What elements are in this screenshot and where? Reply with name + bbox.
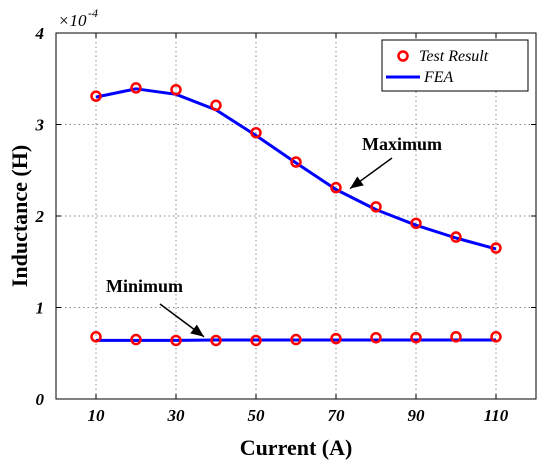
test-result-point [130, 333, 142, 346]
test-result-point [450, 231, 462, 243]
legend-label-test: Test Result [419, 48, 489, 65]
test-result-point [90, 90, 102, 102]
y-multiplier: ×10 [58, 11, 87, 30]
test-result-point [210, 99, 222, 112]
test-result-point [410, 331, 422, 344]
y-exponent: -4 [88, 6, 98, 20]
x-tick-label: 30 [167, 406, 186, 425]
grid-lines [56, 33, 536, 399]
test-result-point [250, 334, 262, 347]
annotation-arrow-head [190, 324, 204, 337]
test-result-point [450, 331, 462, 343]
test-result-point [290, 333, 302, 346]
x-tick-label: 70 [328, 406, 346, 425]
annotation-minimum: Minimum [106, 276, 183, 296]
annotation-arrows [159, 157, 393, 338]
x-tick-label: 50 [248, 406, 266, 425]
y-tick-label: 1 [36, 299, 45, 318]
y-tick-label: 3 [35, 116, 45, 135]
x-tick-label: 90 [408, 406, 426, 425]
test-result-point [370, 331, 382, 344]
legend-box [381, 39, 529, 92]
test-result-point [90, 331, 102, 343]
test-result-point [410, 217, 422, 230]
test-result-point [170, 83, 182, 96]
legend-marker-test [397, 50, 409, 62]
y-tick-label: 4 [35, 24, 45, 43]
test-result-point [210, 334, 222, 347]
legend: Test Result FEA [381, 39, 529, 92]
legend-label-fea: FEA [423, 69, 454, 86]
y-tick-label: 0 [36, 390, 45, 409]
test-result-point [250, 126, 262, 139]
test-result-point [490, 242, 502, 254]
x-axis-title: Current (A) [240, 435, 353, 460]
x-tick-label: 10 [88, 406, 106, 425]
x-tick-label: 110 [484, 406, 509, 425]
y-tick-label: 2 [35, 207, 45, 226]
y-axis-title: Inductance (H) [7, 145, 32, 287]
fea-line [95, 87, 497, 251]
tick-layer: 10 30 50 70 90 110 0 1 2 3 4 [35, 24, 536, 425]
test-result-point [330, 181, 342, 194]
test-result-point [370, 201, 382, 213]
test-result-point [490, 331, 502, 343]
test-result-point [170, 334, 182, 347]
test-result-point [330, 332, 342, 345]
test-result-point [290, 156, 302, 168]
test-result-point [130, 82, 142, 94]
series-layer [90, 82, 502, 347]
annotation-maximum: Maximum [362, 134, 442, 154]
annotation-arrow-head [350, 176, 364, 189]
